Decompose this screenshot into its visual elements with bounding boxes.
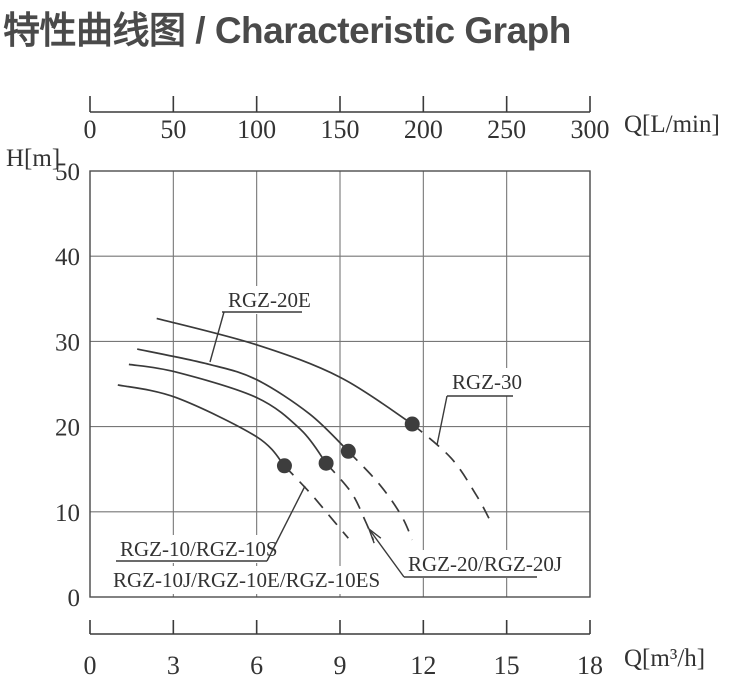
top-axis-tick-label: 0 [84,115,97,144]
rated-point-dot-rgz-20 [318,455,334,471]
bottom-axis-tick-label: 6 [250,651,263,680]
bottom-axis-tick-label: 15 [494,651,520,680]
top-axis-tick-label: 200 [404,115,443,144]
page-title: 特性曲线图 / Characteristic Graph [3,10,571,51]
curve-rgz-20e-solid [137,348,349,452]
curve-label-rgz-20-arrowhead [368,528,375,544]
curve-label-rgz-20e: RGZ-20E [228,288,311,312]
curve-rgz-30-dashed [411,423,491,521]
curve-label-rgz-20e-mask [224,286,315,314]
plot-frame [89,170,591,598]
curve-label-rgz-10j-mask [109,566,385,594]
curve-rgz-20e-dashed [347,450,413,541]
top-axis-tick-label: 50 [160,115,186,144]
curve-label-rgz-20e-leader [209,311,225,363]
y-axis-tick-label: 0 [68,585,81,612]
y-axis-tick-label: 10 [55,500,80,527]
y-axis-tick-label: 20 [55,415,80,442]
y-axis-unit-label: H[m] [6,145,60,172]
curve-label-rgz-30-mask [448,368,526,396]
curve-label-rgz-10j: RGZ-10J/RGZ-10E/RGZ-10ES [113,568,380,592]
y-axis-tick-label: 30 [55,329,80,356]
y-axis-tick-label: 40 [55,244,80,271]
curve-label-rgz-20-leader [368,528,405,578]
top-axis-unit-label: Q[L/min] [624,111,720,138]
y-axis-tick-label: 50 [55,159,80,186]
rated-point-dot-rgz-10 [276,458,292,474]
bottom-axis-tick-label: 9 [334,651,347,680]
curve-label-rgz-20: RGZ-20/RGZ-20J [408,552,562,576]
curve-rgz-20-dashed [325,462,375,541]
bottom-axis-tick-label: 18 [577,651,603,680]
curve-rgz-30-solid [156,317,413,425]
curve-rgz-10-dashed [283,465,349,539]
curve-rgz-20-solid [128,363,327,464]
top-axis-tick-label: 150 [321,115,360,144]
top-axis-tick-label: 100 [237,115,276,144]
curve-label-rgz-20-arrowhead [368,528,382,539]
rated-point-dot-rgz-20e [340,443,356,459]
curve-label-rgz-10: RGZ-10/RGZ-10S [120,537,278,561]
bottom-axis-tick-label: 3 [167,651,180,680]
curve-label-rgz-10-mask [116,535,282,563]
curve-rgz-10-solid [117,384,286,467]
rated-point-dot-rgz-30 [404,416,420,432]
bottom-axis-unit-label: Q[m³/h] [624,645,705,672]
curve-label-rgz-30-leader [436,395,448,446]
top-axis-tick-label: 250 [487,115,526,144]
curve-label-rgz-30: RGZ-30 [452,370,522,394]
curve-label-rgz-20-mask [404,550,566,578]
curve-label-rgz-10-leader [266,485,306,562]
top-axis-tick-label: 300 [571,115,610,144]
bottom-axis-tick-label: 0 [84,651,97,680]
bottom-axis-tick-label: 12 [410,651,436,680]
